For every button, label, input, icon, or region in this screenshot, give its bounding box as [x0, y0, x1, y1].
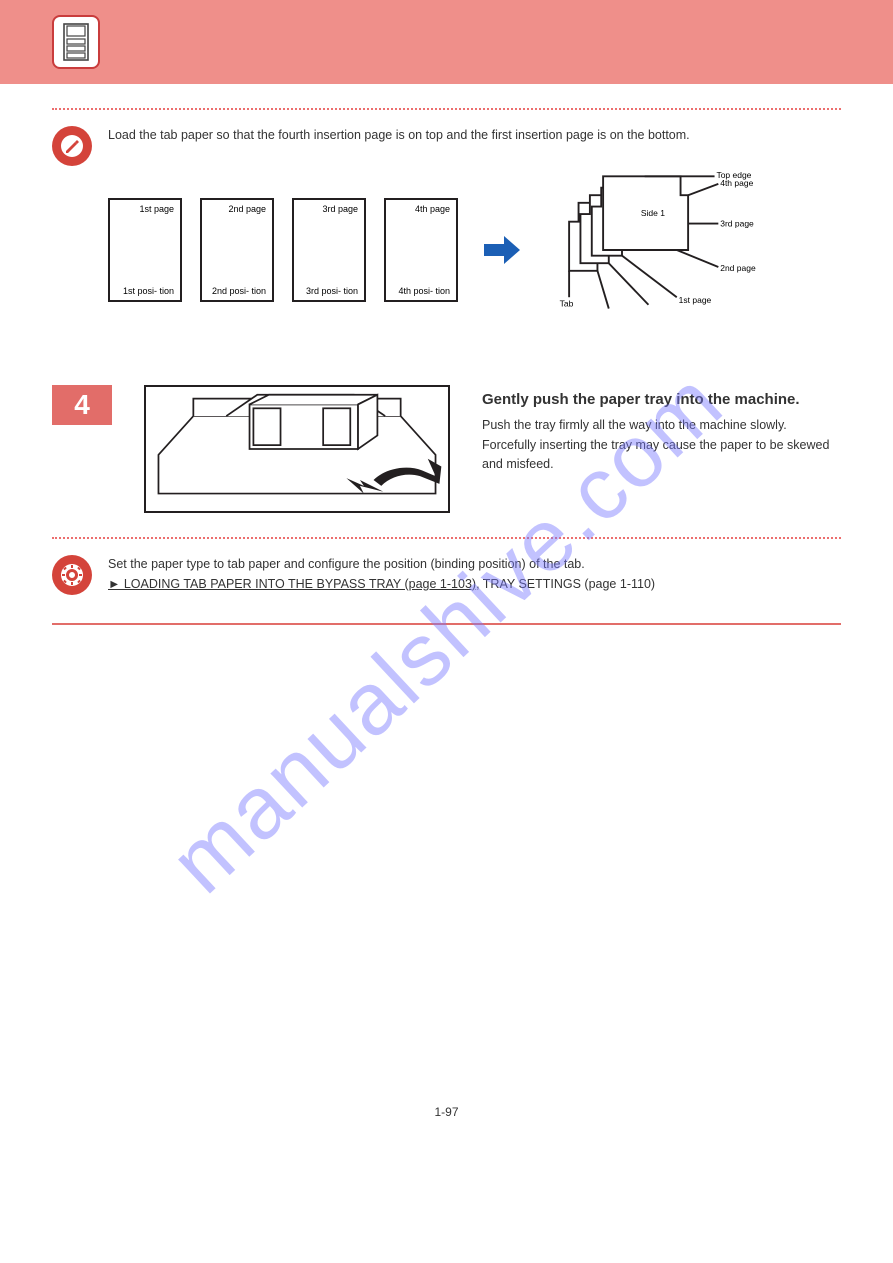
stack-3rd: 3rd page — [720, 219, 754, 229]
sheet-3-top: 3rd page — [300, 204, 358, 214]
stack-side1: Side 1 — [641, 208, 665, 218]
sheet-2: 2nd page 2nd posi- tion — [200, 198, 274, 302]
sheet-3: 3rd page 3rd posi- tion — [292, 198, 366, 302]
page-header — [0, 0, 893, 84]
machine-icon-container — [52, 15, 100, 69]
sheet-2-top: 2nd page — [208, 204, 266, 214]
sheet-4: 4th page 4th posi- tion — [384, 198, 458, 302]
note-link-desc: , TRAY SETTINGS (page 1-110) — [476, 577, 655, 591]
pencil-note-icon — [52, 126, 92, 166]
stack-1st: 1st page — [679, 295, 712, 305]
settings-note-icon — [52, 555, 92, 595]
sheet-1: 1st page 1st posi- tion — [108, 198, 182, 302]
step-title: Gently push the paper tray into the mach… — [482, 385, 841, 408]
note-line1: Set the paper type to tab paper and conf… — [108, 555, 841, 574]
sheet-4-top: 4th page — [392, 204, 450, 214]
step-body: Push the tray firmly all the way into th… — [482, 416, 841, 474]
tabpaper-instruction: Load the tab paper so that the fourth in… — [108, 126, 841, 145]
page-number: 1-97 — [0, 1105, 893, 1149]
printer-tray-illustration — [144, 385, 450, 513]
machine-icon — [62, 22, 90, 62]
sheet-1-top: 1st page — [116, 204, 174, 214]
stack-4th: 4th page — [720, 178, 753, 188]
solid-divider — [52, 623, 841, 625]
arrow-icon — [482, 230, 522, 270]
dotted-divider-2 — [52, 537, 841, 539]
sheet-2-bottom: 2nd posi- tion — [208, 286, 266, 296]
stack-2nd: 2nd page — [720, 263, 756, 273]
note-link[interactable]: ► LOADING TAB PAPER INTO THE BYPASS TRAY… — [108, 577, 476, 591]
dotted-divider — [52, 108, 841, 110]
sheet-1-bottom: 1st posi- tion — [116, 286, 174, 296]
sheet-3-bottom: 3rd posi- tion — [300, 286, 358, 296]
tabstack-diagram: Top edge 4th page 3rd page 2nd page 1st … — [546, 165, 766, 335]
sheet-sequence: 1st page 1st posi- tion 2nd page 2nd pos… — [108, 198, 458, 302]
stack-tab: Tab — [560, 299, 574, 309]
step-number: 4 — [52, 385, 112, 425]
sheet-4-bottom: 4th posi- tion — [392, 286, 450, 296]
page-content: Load the tab paper so that the fourth in… — [0, 108, 893, 625]
